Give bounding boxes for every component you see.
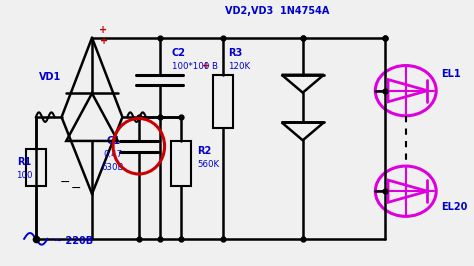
Text: −: −: [71, 182, 82, 195]
Text: +: +: [202, 61, 210, 72]
Text: 0.47: 0.47: [103, 150, 123, 159]
Text: R3: R3: [228, 48, 242, 58]
Text: VD2,VD3  1N4754A: VD2,VD3 1N4754A: [225, 6, 329, 16]
Text: 100*100 B: 100*100 B: [172, 63, 218, 72]
Text: ~ 220B: ~ 220B: [54, 236, 93, 246]
Text: C1: C1: [106, 136, 120, 146]
Text: +: +: [99, 25, 107, 35]
Text: 630B: 630B: [102, 163, 124, 172]
Text: +: +: [100, 36, 109, 46]
Text: R2: R2: [197, 146, 211, 156]
Text: EL1: EL1: [441, 69, 461, 80]
FancyBboxPatch shape: [171, 141, 191, 186]
Text: 100: 100: [16, 171, 32, 180]
Text: −: −: [59, 176, 70, 189]
Text: 560K: 560K: [197, 160, 219, 169]
Text: 120K: 120K: [228, 63, 250, 72]
Text: R1: R1: [17, 157, 31, 167]
Text: C2: C2: [172, 48, 186, 58]
Text: VD1: VD1: [39, 72, 61, 82]
Text: EL20: EL20: [441, 202, 467, 212]
FancyBboxPatch shape: [213, 75, 233, 128]
FancyBboxPatch shape: [26, 149, 46, 186]
